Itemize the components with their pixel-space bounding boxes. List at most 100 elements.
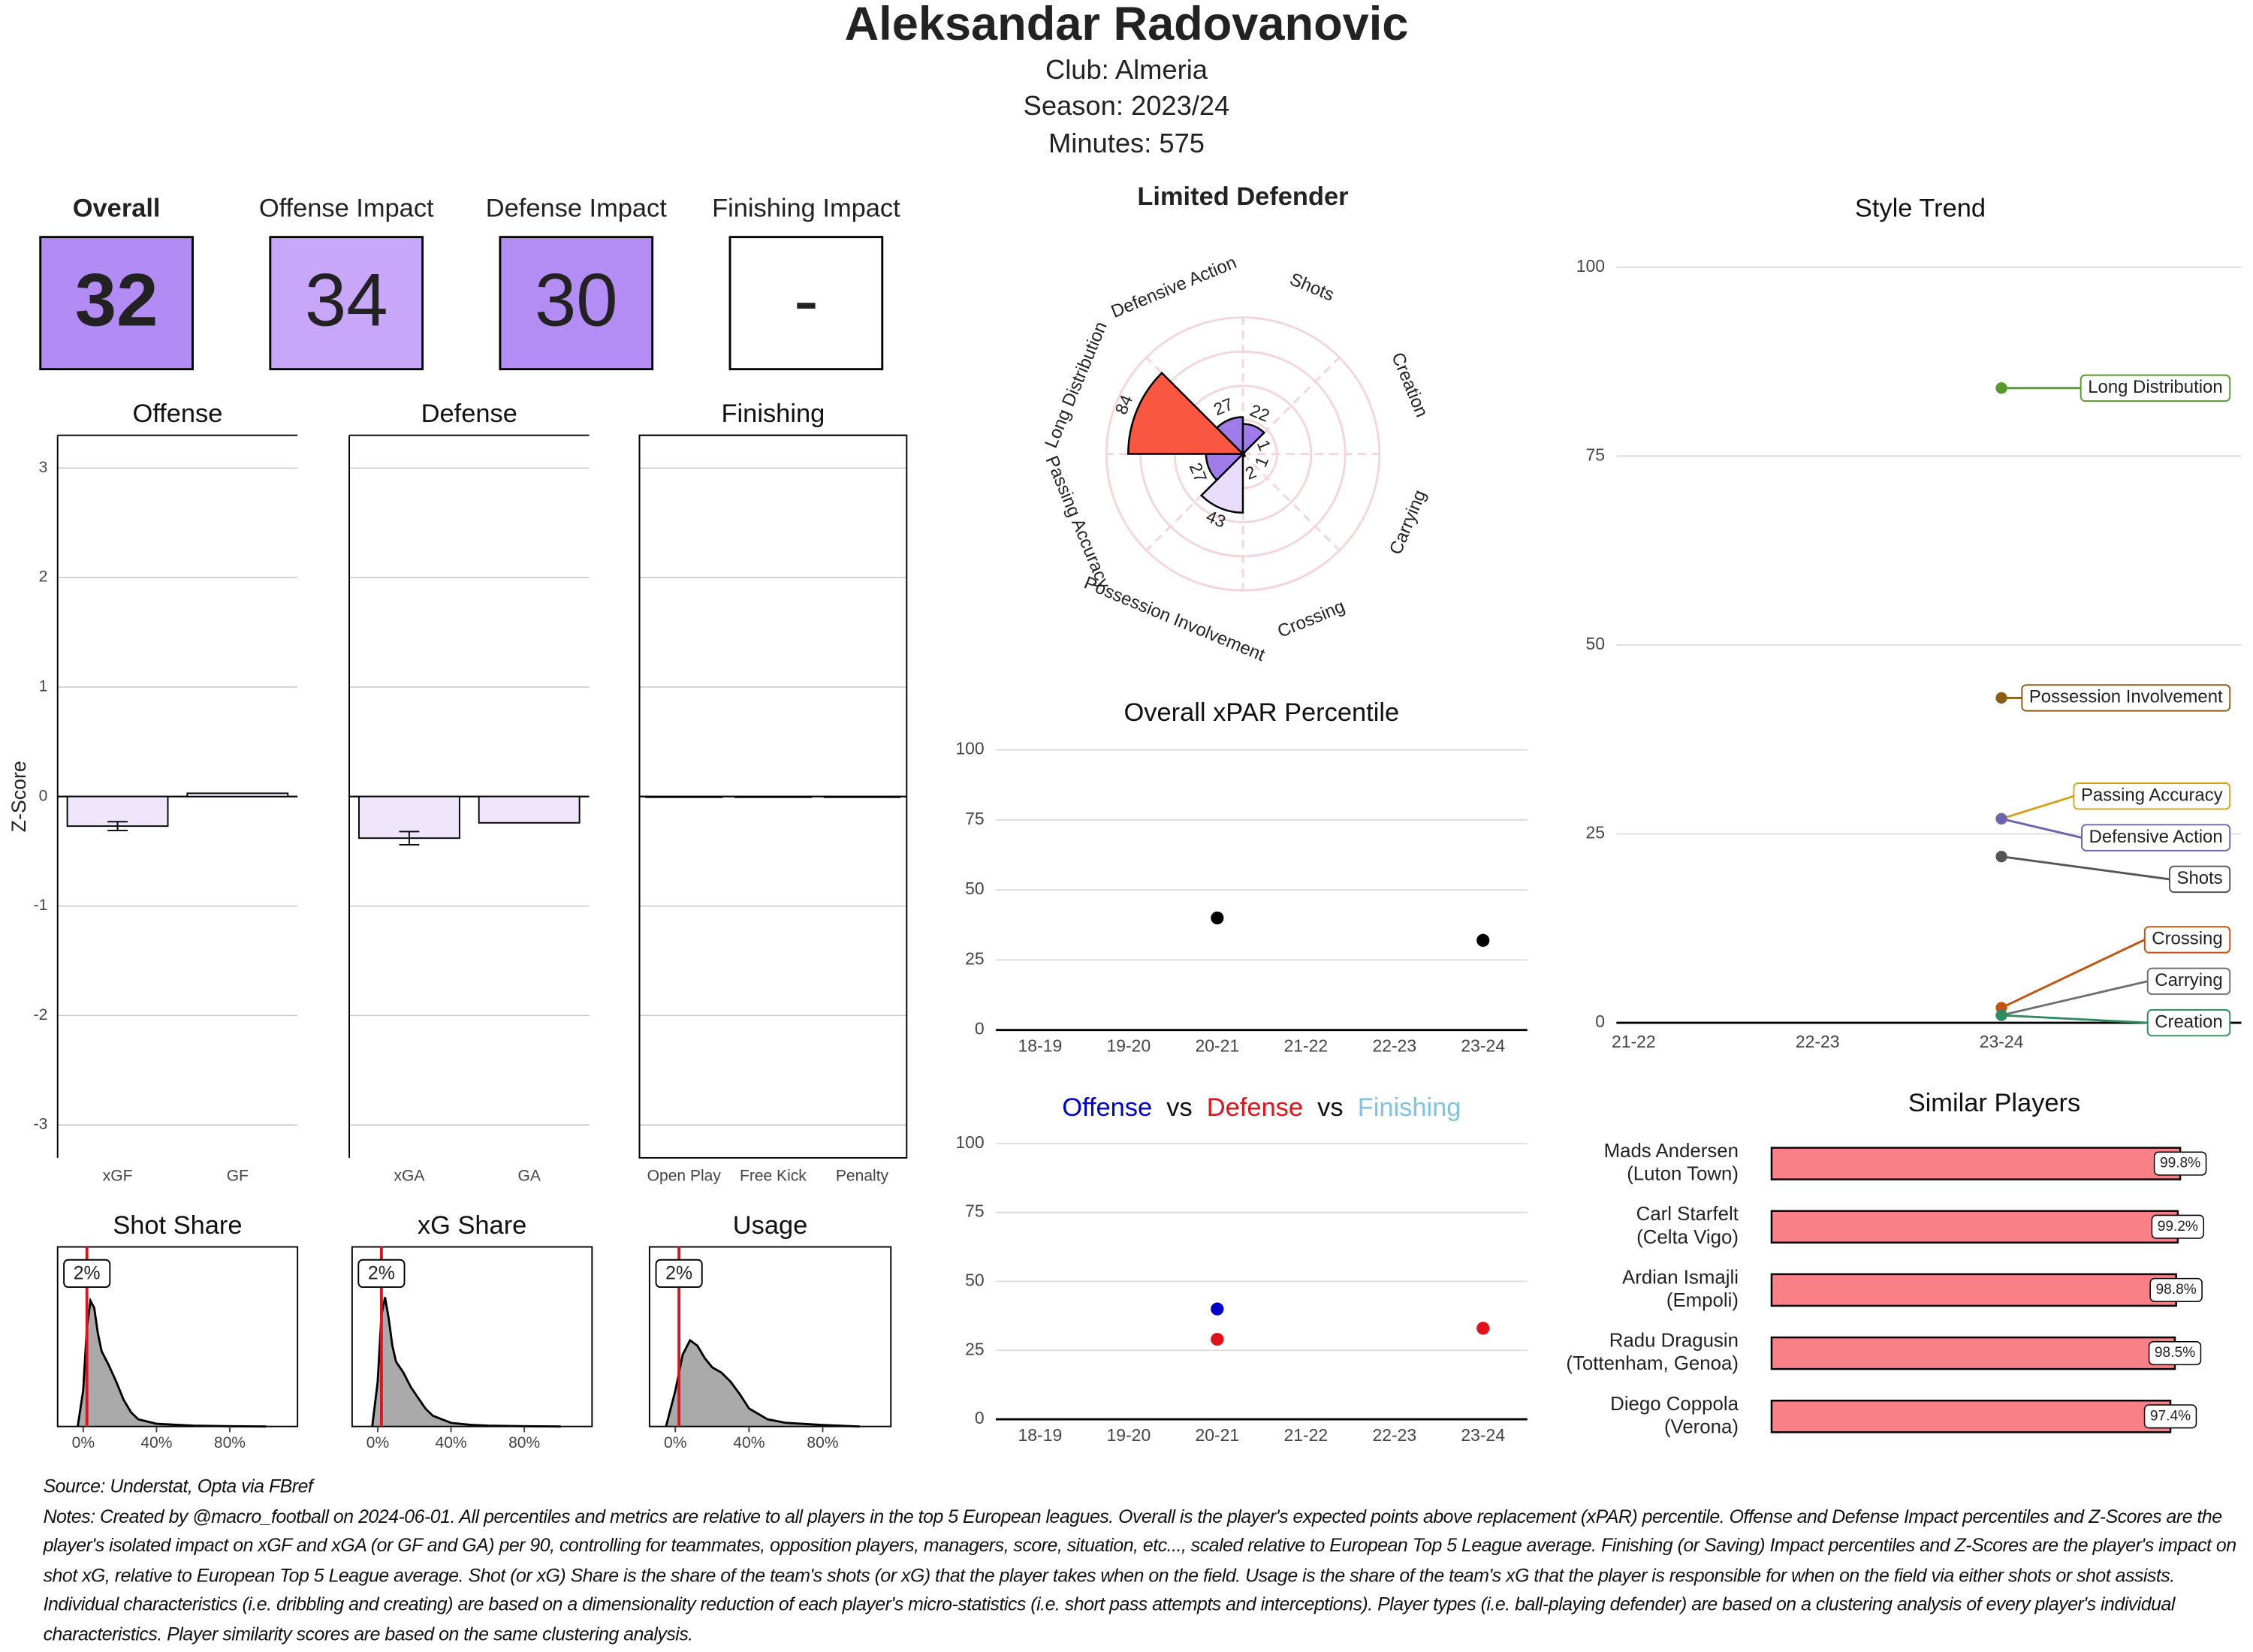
series-label: Carrying [2155,970,2222,990]
player-club: (Empoli) [1666,1290,1739,1311]
x-tick-label: GA [517,1167,540,1184]
y-tick-label: 50 [965,879,985,898]
title-series: Defense [1207,1093,1303,1122]
value-label: 98.8% [2156,1282,2197,1298]
y-tick-label: 2 [39,568,48,586]
marker-label-box [357,1259,406,1289]
y-tick-label: 3 [39,459,48,476]
x-tick-label: 23-24 [1461,1036,1505,1056]
label-connector [2001,980,2149,1017]
series-label: Defensive Action [2089,827,2223,847]
player-name: Carl Starfelt [1636,1204,1739,1225]
y-tick-label: 25 [965,948,985,968]
y-tick-label: 0 [975,1408,985,1427]
club-line: Club: Almeria [1045,54,1208,85]
point [1211,911,1224,925]
value-label: 97.4% [2150,1408,2191,1424]
tile-value: - [794,259,819,342]
bar [1770,1273,2177,1307]
x-tick-label: 22-23 [1796,1032,1840,1051]
x-tick-label: 19-20 [1107,1036,1151,1056]
category-label: Shots [1287,269,1338,305]
label-connector [2001,1014,2148,1024]
category-label: Crossing [1274,596,1347,642]
value-label: 99.2% [2158,1219,2198,1234]
player-club: (Celta Vigo) [1636,1227,1739,1248]
title-joiner: vs [1166,1093,1192,1122]
marker-label: 2% [368,1262,395,1283]
category-label: Carrying [1386,487,1431,558]
tile-label: Overall [73,194,161,222]
panel-frame [648,1246,892,1427]
tile-box [269,236,424,371]
player-club: (Verona) [1664,1416,1739,1437]
wedge [1241,423,1265,457]
tile-box [728,236,884,371]
wedge [1127,371,1245,455]
panel-title: Finishing [722,399,825,428]
y-tick-label: 0 [39,787,48,804]
title-series: Finishing [1358,1093,1461,1122]
y-tick-label: 25 [1586,823,1606,843]
category-label: Possession Involvement [1081,573,1268,666]
x-tick-label: GF [227,1167,249,1184]
point [1476,933,1490,947]
wedge-label: 27 [1211,394,1236,420]
error-bar [107,821,128,831]
density-fill [372,1297,561,1427]
x-tick-label: 20-21 [1196,1036,1240,1056]
x-tick-label: 40% [436,1434,467,1452]
player-name: Diego Coppola [1610,1394,1739,1415]
x-tick-label: xGA [394,1167,424,1184]
x-tick-label: 40% [140,1434,172,1452]
value-label: 98.5% [2155,1345,2195,1361]
player-club: (Tottenham, Genoa) [1566,1353,1739,1374]
bar [1770,1336,2176,1370]
series-label: Creation [2155,1011,2222,1032]
series-label: Crossing [2152,929,2222,949]
y-tick-label: 75 [1586,445,1606,464]
y-tick-label: 100 [955,1132,984,1152]
x-tick-label: 0% [366,1434,389,1452]
point [1476,1322,1490,1335]
panel-title: Overall xPAR Percentile [1123,698,1399,727]
bar [1770,1210,2179,1244]
marker-label: 2% [74,1262,101,1283]
y-tick-label: -1 [34,897,48,914]
y-tick-label: 75 [965,1201,985,1221]
series-label: Long Distribution [2088,377,2222,397]
y-tick-label: 0 [975,1019,985,1039]
y-tick-label: 50 [965,1270,985,1289]
y-tick-label: -3 [34,1116,48,1133]
notes: Notes: Created by @macro_football on 202… [43,1504,2237,1644]
x-tick-label: Free Kick [740,1167,807,1184]
series-label: Possession Involvement [2029,687,2223,707]
panel-title: Limited Defender [1137,182,1348,211]
panel-title: Offense vs Defense vs Finishing [1062,1093,1461,1122]
y-tick-label: -2 [34,1006,48,1023]
y-axis-label: Z-Score [8,761,30,832]
title-joiner: vs [1317,1093,1343,1122]
x-tick-label: Open Play [647,1167,722,1184]
tile-label: Defense Impact [486,194,668,222]
y-tick-label: 0 [1595,1011,1605,1031]
marker-label: 2% [665,1262,692,1283]
density-line [665,1338,860,1428]
x-tick-label: 18-19 [1018,1425,1063,1445]
value-label-box [2143,1404,2197,1429]
x-tick-label: 80% [214,1434,246,1452]
x-tick-label: 80% [807,1434,838,1452]
panel-frame [638,434,908,1159]
x-tick-label: 40% [733,1434,765,1452]
tile-value: 32 [75,259,158,342]
panel-title: Style Trend [1855,194,1986,222]
tile-value: 30 [535,259,618,342]
category-label: Long Distribution [1041,319,1111,451]
x-tick-label: 22-23 [1372,1036,1416,1056]
x-tick-label: 21-22 [1283,1036,1328,1056]
value-label-box [2148,1341,2202,1366]
x-tick-label: 21-22 [1283,1425,1328,1445]
x-tick-label: 22-23 [1372,1425,1416,1445]
footer-text: Source: Understat, Opta via FBref Notes:… [44,1473,2242,1649]
density-fill [665,1340,860,1427]
